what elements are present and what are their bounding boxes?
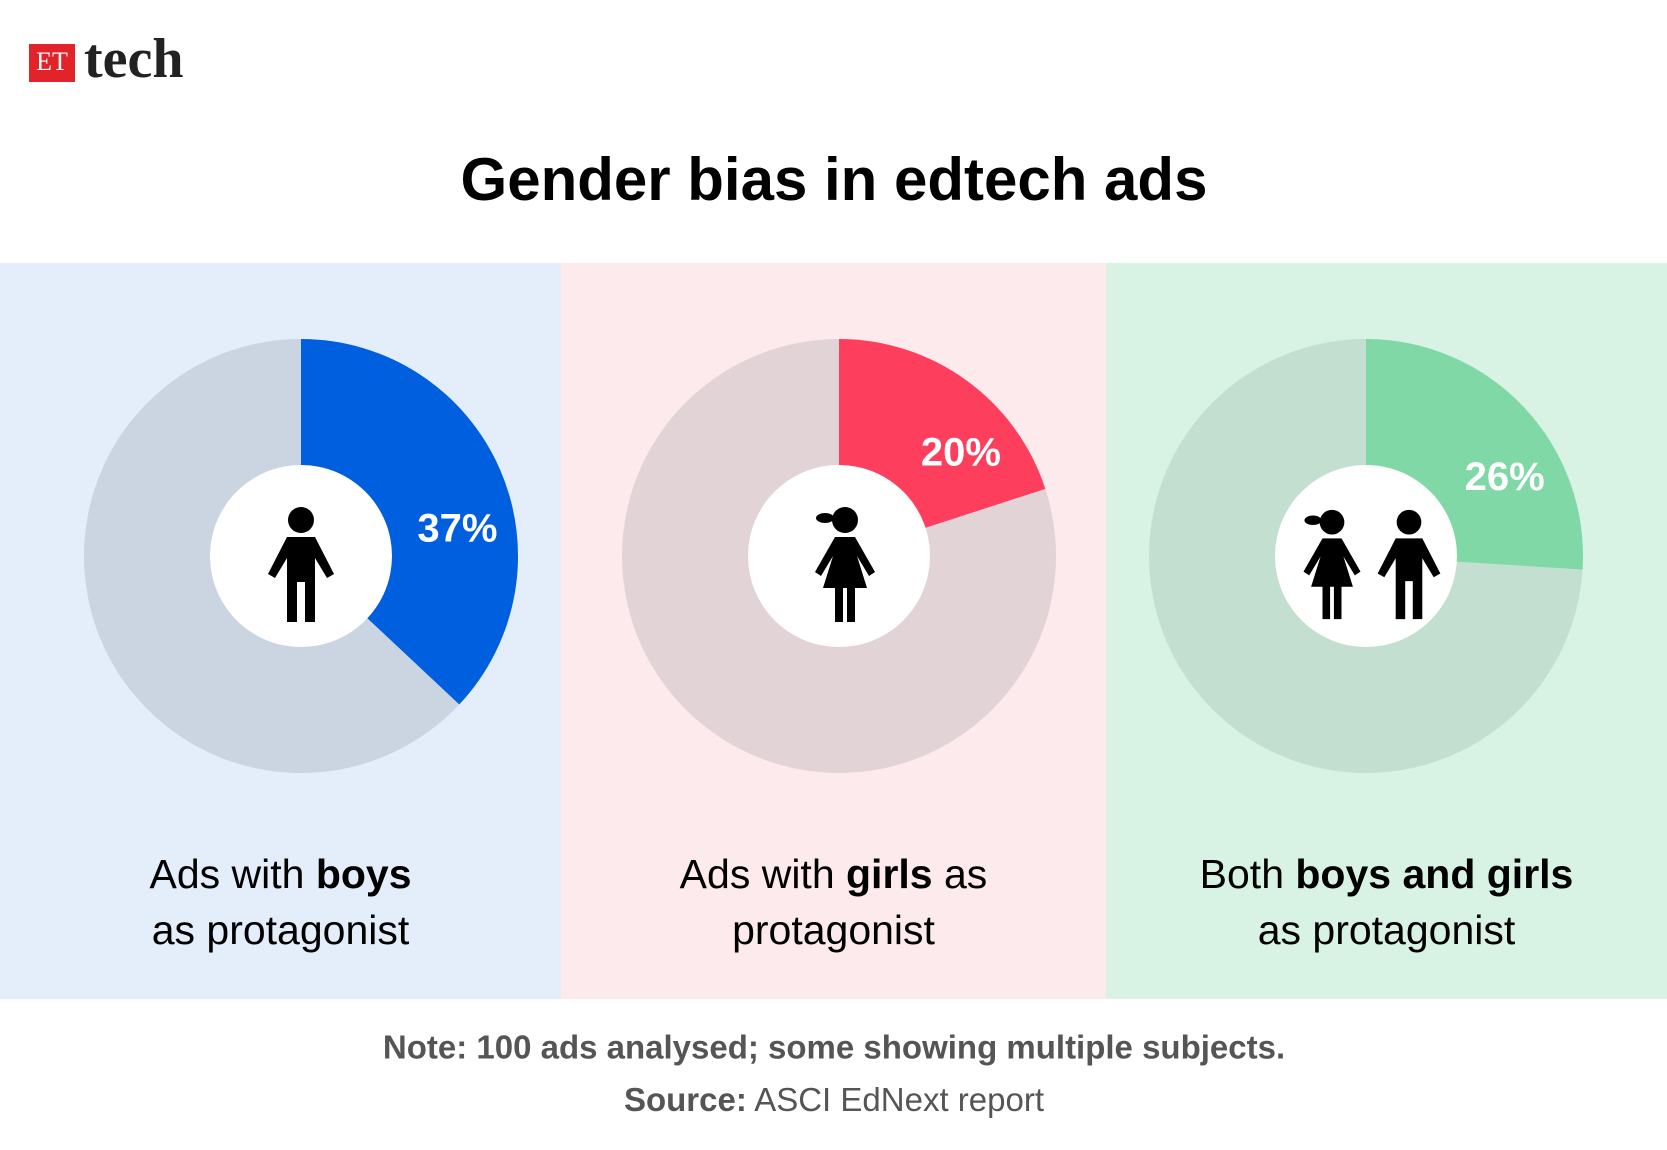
pie-slice <box>301 339 518 705</box>
caption-part: Ads with <box>149 851 315 897</box>
caption: Both boys and girls <box>1200 851 1574 897</box>
note: Note: 100 ads analysed; some showing mul… <box>383 1029 1285 1066</box>
caption-part: boys and girls <box>1295 851 1573 897</box>
icon-ponytail <box>1304 515 1322 526</box>
icon-head <box>288 507 314 533</box>
caption: Ads with girls as <box>680 851 988 897</box>
icon-head <box>1319 509 1345 535</box>
caption: Ads with boys <box>149 851 411 897</box>
icon-head <box>832 507 858 533</box>
caption: as protagonist <box>1258 907 1516 953</box>
logo-name: tech <box>84 28 184 90</box>
caption-part: as <box>933 851 988 897</box>
value-label: 37% <box>417 507 497 551</box>
girl-icon <box>1303 509 1361 620</box>
caption-part: boys <box>316 851 412 897</box>
caption-part: protagonist <box>732 907 935 953</box>
icon-body <box>268 537 334 622</box>
girl-icon <box>815 507 875 622</box>
caption-part: Both <box>1200 851 1296 897</box>
caption-part: Ads with <box>680 851 846 897</box>
caption: protagonist <box>732 907 935 953</box>
caption-part: girls <box>846 851 933 897</box>
caption: as protagonist <box>152 907 410 953</box>
logo-box <box>29 44 75 82</box>
value-label: 26% <box>1465 455 1545 499</box>
icon-body <box>815 537 875 622</box>
source-label: Source: <box>624 1081 747 1118</box>
icon-body <box>1377 538 1441 620</box>
icon-ponytail <box>816 513 834 523</box>
boy-icon <box>268 507 334 622</box>
value-label: 20% <box>921 430 1001 474</box>
caption-part: as protagonist <box>1258 907 1516 953</box>
source-text: ASCI EdNext report <box>747 1081 1044 1118</box>
icon-head <box>1396 509 1422 535</box>
logo-mark: ET <box>36 47 68 76</box>
chart-title: Gender bias in edtech ads <box>461 146 1208 213</box>
boy-icon <box>1377 509 1441 620</box>
icon-body <box>1303 538 1361 620</box>
source: Source: ASCI EdNext report <box>624 1081 1044 1118</box>
caption-part: as protagonist <box>152 907 410 953</box>
